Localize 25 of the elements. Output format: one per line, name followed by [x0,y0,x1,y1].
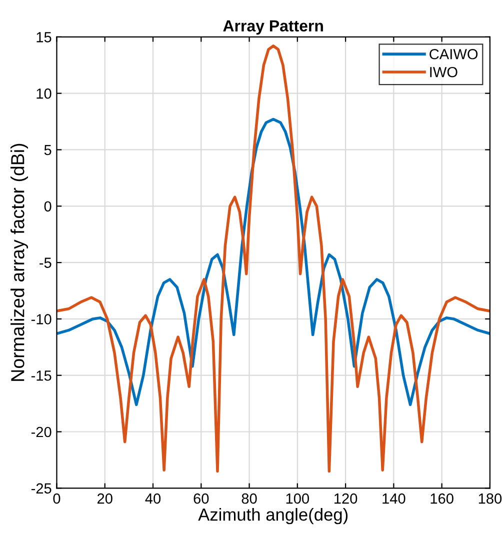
x-tick-label: 160 [430,493,454,504]
y-tick-label: -25 [31,483,52,494]
x-axis-title: Azimuth angle(deg) [198,508,348,524]
y-tick-label: -5 [40,258,52,268]
legend-label: CAIWO [430,48,478,60]
y-tick-label: -10 [31,314,52,324]
legend-label: IWO [430,66,458,78]
y-tick-label: 0 [44,201,52,212]
y-tick-label: -20 [31,426,52,438]
line-series [56,44,490,473]
x-tick-label: 180 [478,493,502,504]
y-axis-title: Normalized array factor (dBi) [10,144,28,381]
y-tick-label: 10 [36,88,52,99]
x-tick-label: 60 [194,493,209,504]
x-tick-label: 0 [53,493,60,504]
x-tick-label: 140 [382,493,406,504]
x-tick-label: 40 [145,493,161,504]
y-tick-label: 5 [44,144,52,156]
x-tick-label: 20 [97,493,112,504]
chart-title: Array Pattern [223,20,323,35]
x-tick-label: 100 [286,493,310,504]
y-tick-label: 15 [36,32,52,42]
x-tick-label: 120 [334,493,358,504]
x-tick-label: 80 [242,493,257,504]
y-tick-label: -15 [31,370,52,381]
